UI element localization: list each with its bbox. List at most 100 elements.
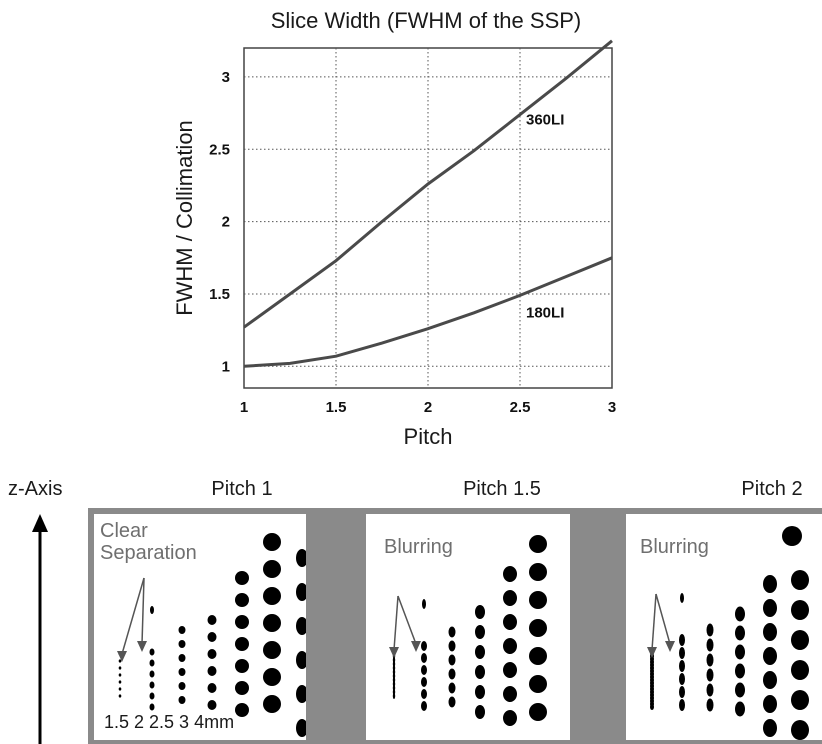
phantom-image: Blurring [626,514,822,740]
phantom-dot [706,623,714,637]
phantom-dot [503,590,517,606]
phantom-dot [763,575,777,593]
series-label: 180LI [526,304,564,321]
x-tick-label: 3 [608,399,616,416]
annotation-blurring: Blurring [384,536,453,558]
phantom-dot [475,645,485,659]
phantom-dot [529,563,547,581]
phantom-dot [475,705,485,719]
phantom-dot [448,654,456,666]
phantom-dot [296,719,306,737]
phantom-dot [296,549,306,567]
pointer-arrow-icon [397,595,417,645]
y-tick-label: 2.5 [209,141,230,158]
phantom-dot [235,615,249,629]
phantom-dot [235,659,249,673]
phantom-dot [782,526,802,546]
phantom-dot [475,665,485,679]
y-tick-label: 1 [222,358,230,375]
phantom-dots [647,526,809,740]
phantom-dot [178,682,186,690]
phantom-dot [679,699,685,711]
phantom-dot [529,647,547,665]
phantom-dot [763,719,777,737]
phantom-dot [475,625,485,639]
phantom-dot [679,634,685,646]
arrow-head-icon [411,641,421,652]
x-tick-label: 1 [240,399,248,416]
phantom-dot [235,571,249,585]
phantom-image: Blurring [366,514,570,740]
phantom-dot [448,682,456,694]
phantom-dot [763,695,777,713]
phantom-dot [118,666,122,670]
phantom-dot [529,619,547,637]
phantom-dot [149,670,155,678]
phantom-dot [791,720,809,740]
phantom-dot [149,692,155,700]
phantom-dot [207,632,217,642]
pointer-arrow-icon [655,593,671,645]
y-tick-label: 1.5 [209,286,230,303]
x-tick-label: 1.5 [326,399,347,416]
panel-title-pitch-1: Pitch 1 [211,478,273,500]
phantom-dot [392,693,396,699]
phantom-dot [178,696,186,704]
phantom-dot [706,683,714,697]
phantom-dot [791,660,809,680]
phantom-dot [421,641,427,651]
phantom-dot [149,703,155,711]
phantom-dot [503,638,517,654]
phantom-dot [149,659,155,667]
phantom-dot [263,695,281,713]
phantom-dot [679,647,685,659]
phantom-dot [763,623,777,641]
phantom-dot [235,703,249,717]
phantom-dot [503,614,517,630]
phantom-dot [706,698,714,712]
phantom-dot [706,653,714,667]
phantom-dot [178,654,186,662]
annotation-clear-separation: Clear Separation [100,520,197,564]
phantom-dot [735,682,745,698]
phantom-dot [448,640,456,652]
phantom-dot [529,675,547,693]
series-label: 360LI [526,112,564,129]
phantom-panel-pitch-1: Clear Separation 1.5 2 2.5 3 4mm [88,508,306,744]
phantom-dot [735,663,745,679]
phantom-dot [421,677,427,687]
slice-width-chart: 1 1.5 2 2.5 3 1 1.5 2 2.5 3 Pitch FWHM / Collimatio… [172,39,616,449]
phantom-dot [650,704,654,710]
phantom-dot [475,685,485,699]
phantom-dot [263,641,281,659]
phantom-dot [679,686,685,698]
phantom-dot [118,659,122,663]
phantom-dot [149,681,155,689]
phantom-dot [706,638,714,652]
phantom-dot [178,640,186,648]
phantom-dot [735,644,745,660]
phantom-dot [263,560,281,578]
phantom-dot [207,615,217,625]
z-axis-arrow-icon [32,514,48,744]
pointer-arrow-icon [393,595,399,651]
pointer-arrow-icon [121,577,145,655]
pointer-arrow-icon [141,577,145,645]
arrow-head-icon [665,641,675,652]
phantom-dot [503,662,517,678]
phantom-dot [207,666,217,676]
phantom-dot [448,626,456,638]
chart-title: Slice Width (FWHM of the SSP) [270,8,582,33]
arrow-head-icon [389,647,399,658]
phantom-dot [448,668,456,680]
phantom-dot [763,647,777,665]
phantom-dot [421,665,427,675]
phantom-image: Clear Separation 1.5 2 2.5 3 4mm [94,514,306,740]
x-tick-label: 2.5 [510,399,531,416]
phantom-dot [421,701,427,711]
phantom-dot [503,686,517,702]
phantom-dots [117,533,306,737]
phantom-dot [791,600,809,620]
phantom-dot [235,593,249,607]
phantom-dot [207,683,217,693]
